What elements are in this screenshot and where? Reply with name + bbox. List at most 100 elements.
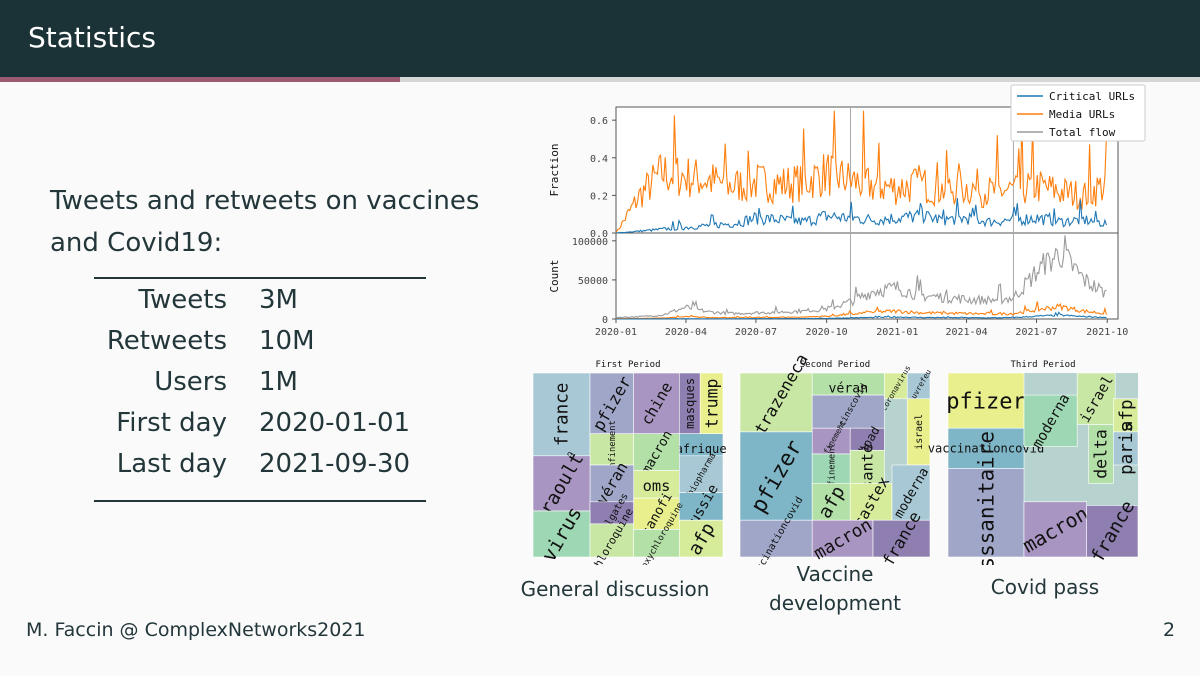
y-tick-label: 0 (602, 315, 608, 326)
legend-entry: Critical URLs (1049, 90, 1135, 103)
series-line-critical-urls (615, 197, 1108, 234)
word-label: confinement (827, 443, 837, 501)
footer-author: M. Faccin @ ComplexNetworks2021 (26, 619, 366, 641)
word-tile (589, 464, 635, 503)
word-tile (739, 431, 813, 521)
stat-value: 2020-01-01 (259, 407, 411, 438)
table-row: First day 2020-01-01 (94, 402, 429, 443)
stat-value: 2021-09-30 (259, 448, 411, 479)
panel-title: Third Period (1010, 360, 1075, 370)
x-tick-label: 2021-10 (1086, 327, 1128, 338)
series-line-media-urls (615, 301, 1108, 320)
panel-title: Second Period (800, 360, 870, 370)
y-tick-label: 0.2 (590, 191, 608, 202)
stat-value: 1M (259, 366, 298, 397)
word-label: paris (1117, 422, 1137, 475)
stat-label: Tweets (138, 284, 227, 315)
legend-box (1010, 84, 1146, 142)
word-label: afrique (676, 442, 727, 456)
word-label: trump (702, 379, 721, 429)
y-tick-label: 50000 (578, 276, 608, 287)
legend-entry: Media URLs (1049, 108, 1115, 121)
word-cloud-panel: Third Periodpfizervaccinationcovidmodern… (928, 360, 1139, 565)
table-row: Tweets 3M (94, 279, 429, 320)
x-tick-label: 2021-07 (1015, 327, 1057, 338)
y-tick-label: 0.6 (590, 116, 608, 127)
slide-title: Statistics (28, 21, 156, 54)
word-tile (532, 510, 591, 558)
word-tile (679, 455, 724, 493)
word-label: israel (914, 414, 925, 450)
word-tile (633, 529, 680, 558)
caption-general: General discussion (520, 577, 710, 601)
y-tick-label: 0.0 (590, 229, 608, 240)
word-label: santé (859, 444, 877, 490)
word-tile (1023, 501, 1088, 558)
word-tile (1086, 505, 1139, 558)
word-tile (891, 464, 931, 521)
word-tile (947, 427, 1025, 469)
word-label: vaccinationcovid (928, 442, 1045, 456)
chart-legend: Critical URLs Media URLs Total flow (1010, 84, 1146, 142)
word-tile (739, 372, 813, 433)
word-tile (811, 483, 851, 521)
word-label: afp (1117, 399, 1137, 431)
series-line-media-urls (615, 110, 1108, 234)
series-line-critical-urls (616, 311, 1107, 320)
stats-table: Tweets 3M Retweets 10M Users 1M First da… (94, 279, 429, 484)
intro-text: Tweets and retweets on vaccines and Covi… (50, 186, 480, 258)
caption-vaccine: Vaccine development (769, 562, 901, 615)
x-tick-label: 2020-07 (735, 327, 777, 338)
time-series-chart: 0.0 0.2 0.4 0.6 Fraction 0 50000 100000 Count 202… (548, 84, 1146, 338)
word-tile (1112, 398, 1139, 433)
caption-covid-pass: Covid pass (990, 575, 1100, 599)
word-tile (633, 497, 680, 530)
series-line-total-flow (615, 235, 1107, 319)
progress-bar-fill (0, 77, 400, 82)
table-row: Retweets 10M (94, 320, 429, 361)
panel-title: First Period (595, 360, 660, 370)
table-row: Last day 2021-09-30 (94, 443, 429, 484)
word-label: passsanitaire (974, 431, 998, 565)
y-tick-label: 100000 (572, 237, 608, 248)
word-label: france (553, 383, 573, 447)
stat-value: 3M (259, 284, 298, 315)
word-tile (589, 523, 635, 558)
word-tile (1076, 372, 1116, 425)
x-tick-label: 2021-01 (876, 327, 918, 338)
count-plot-frame (615, 232, 1119, 320)
word-tile (1088, 424, 1114, 484)
word-tile (589, 433, 635, 466)
word-tile (633, 372, 680, 435)
progress-bar (0, 77, 1200, 82)
table-top-rule (94, 277, 426, 279)
stat-label: First day (116, 407, 227, 438)
word-tile (589, 372, 635, 435)
word-label: masques (683, 378, 697, 429)
word-tile (633, 433, 680, 471)
word-tile (679, 519, 724, 558)
word-label: delta (1092, 429, 1111, 479)
stat-label: Last day (116, 448, 227, 479)
word-tile (1112, 431, 1139, 466)
x-tick-label: 2020-01 (595, 327, 637, 338)
word-label: oms (643, 477, 671, 495)
stat-label: Retweets (106, 325, 227, 356)
word-tile (532, 455, 591, 512)
word-tile (679, 492, 724, 521)
word-tile (872, 519, 931, 558)
y-axis-label: Fraction (548, 144, 561, 197)
y-axis-label: Count (548, 259, 561, 292)
stat-label: Users (154, 366, 227, 397)
word-label: confinement (608, 420, 618, 478)
word-tile (739, 519, 813, 558)
table-row: Users 1M (94, 361, 429, 402)
word-tile (811, 519, 874, 558)
page-number: 2 (1163, 619, 1176, 641)
word-label: pfizer (946, 389, 1025, 414)
word-tile (1023, 394, 1078, 447)
word-tile (532, 372, 591, 457)
